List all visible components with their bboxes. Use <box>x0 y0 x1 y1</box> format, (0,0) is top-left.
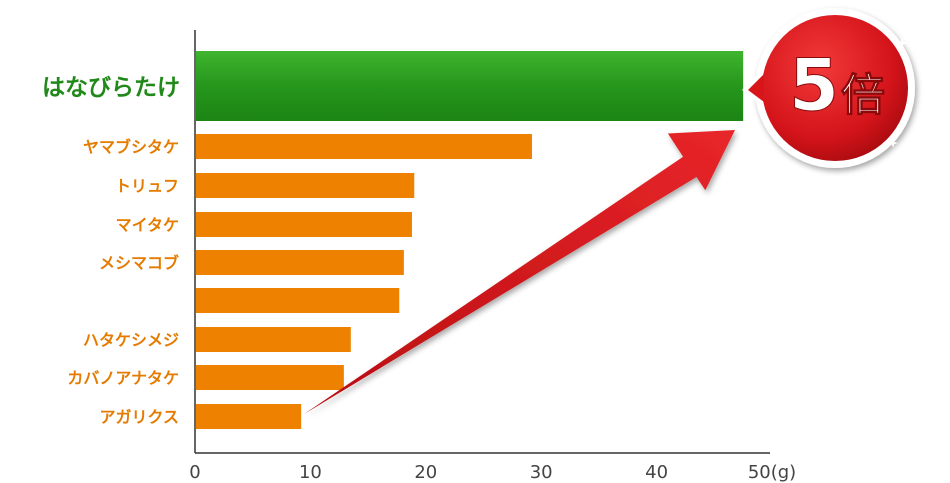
category-label: トリュフ <box>115 177 179 196</box>
badge-text: 5倍 <box>789 43 885 127</box>
category-label: ヤマブシタケ <box>83 138 179 157</box>
category-label: メシマコブ <box>99 254 179 273</box>
bar <box>196 134 532 159</box>
bar <box>196 365 344 390</box>
x-tick-label: 0 <box>189 462 200 483</box>
bar <box>196 327 351 352</box>
category-label: はなびらたけ <box>42 75 180 101</box>
category-label: カバノアナタケ <box>67 369 179 388</box>
bar <box>196 173 415 198</box>
sparkle-icon <box>762 22 778 38</box>
badge-pointer-inner <box>748 74 764 102</box>
bar <box>196 404 302 429</box>
sparkle-icon <box>888 138 898 148</box>
growth-arrow <box>304 130 735 414</box>
x-axis-unit-label: 50(g) <box>748 462 796 483</box>
bar <box>196 288 400 313</box>
bar <box>196 212 412 237</box>
x-tick-label: 10 <box>299 462 322 483</box>
x-tick-label: 20 <box>414 462 437 483</box>
x-tick-label: 40 <box>645 462 668 483</box>
category-label: ハタケシメジ <box>83 331 179 350</box>
bar <box>196 51 744 121</box>
sparkle-icon <box>896 37 908 49</box>
badge <box>762 15 908 161</box>
x-tick-label: 30 <box>530 462 553 483</box>
category-label: アガリクス <box>99 408 179 427</box>
category-label: マイタケ <box>116 216 179 235</box>
bar <box>196 250 404 275</box>
